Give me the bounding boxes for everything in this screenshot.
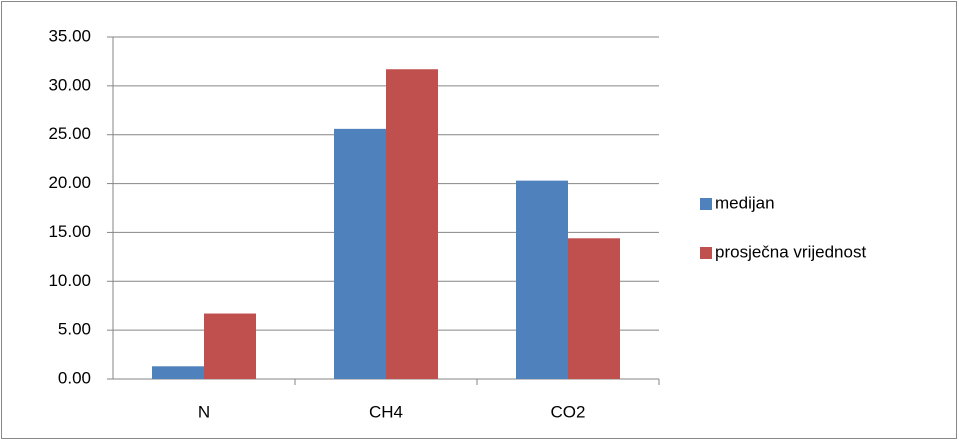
x-tick-label: CO2 (551, 402, 586, 421)
bar (152, 366, 204, 379)
bar (334, 128, 386, 379)
legend-swatch (700, 247, 712, 259)
bar (386, 69, 438, 379)
y-tick-label: 25.00 (48, 124, 91, 143)
y-tick-label: 0.00 (58, 368, 91, 387)
y-tick-label: 10.00 (48, 271, 91, 290)
bar (568, 238, 620, 379)
y-tick-label: 35.00 (48, 26, 91, 45)
x-tick-label: N (198, 402, 210, 421)
legend-label: medijan (715, 193, 775, 212)
y-tick-label: 30.00 (48, 75, 91, 94)
legend-swatch (700, 198, 712, 210)
y-tick-label: 15.00 (48, 222, 91, 241)
y-tick-label: 20.00 (48, 173, 91, 192)
y-tick-label: 5.00 (58, 320, 91, 339)
bar (516, 180, 568, 379)
bar (204, 313, 256, 379)
legend-label: prosječna vrijednost (715, 242, 866, 261)
x-tick-label: CH4 (369, 402, 403, 421)
